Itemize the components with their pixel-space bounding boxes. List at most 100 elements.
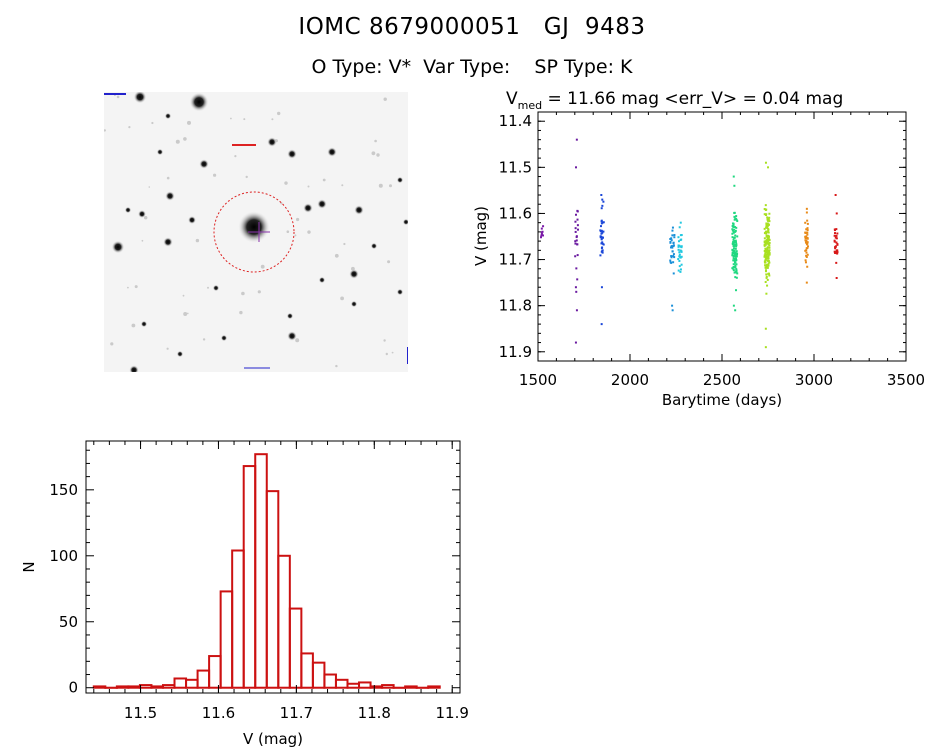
lc-point — [766, 246, 769, 249]
hist-bar-2 — [115, 685, 130, 689]
lc-point — [670, 237, 673, 240]
lc-point — [764, 230, 767, 233]
lc-point — [764, 253, 767, 256]
hist-xtick-label-4: 11.9 — [436, 704, 469, 722]
star-11 — [188, 216, 196, 224]
lc-point — [805, 243, 808, 246]
faint-star-30 — [343, 242, 346, 246]
lc-title: Vmed = 11.66 mag <err_V> = 0.04 mag — [506, 89, 843, 112]
star-26 — [176, 350, 184, 358]
lc-point — [733, 258, 736, 261]
star-14 — [163, 237, 173, 247]
sky-image-svg — [104, 92, 408, 372]
lc-point — [835, 237, 838, 240]
chart-title: IOMC 8679000051 GJ 9483 — [298, 14, 646, 40]
lc-point — [735, 271, 738, 274]
hist-bar-5 — [150, 685, 164, 689]
lc-point-outlier — [600, 194, 603, 196]
faint-star-37 — [307, 185, 310, 188]
faint-star-49 — [307, 230, 311, 234]
lc-point — [806, 222, 809, 225]
lc-point — [833, 234, 836, 237]
faint-star-28 — [257, 290, 261, 294]
lc-point — [677, 240, 680, 243]
lc-point — [806, 219, 809, 222]
lc-point — [765, 276, 768, 279]
lc-point — [734, 217, 737, 220]
lc-ytick-label-4: 11.8 — [499, 297, 532, 315]
faint-star-56 — [322, 178, 326, 182]
hist-ytick-label-0: 0 — [68, 679, 78, 697]
lc-point-outlier — [764, 346, 767, 349]
lc-ytick-label-1: 11.5 — [499, 158, 532, 176]
lc-point — [763, 244, 766, 247]
lc-point — [806, 236, 809, 239]
lc-point — [733, 271, 736, 274]
hist-bar-11 — [219, 590, 234, 689]
lc-point — [766, 278, 769, 281]
lc-point — [601, 231, 604, 234]
lc-point — [732, 245, 735, 248]
lc-point — [764, 270, 767, 273]
star-25 — [318, 276, 326, 284]
hist-ytick-label-2: 100 — [49, 547, 78, 565]
lc-point — [735, 289, 738, 292]
lc-point — [669, 259, 672, 262]
lc-point — [731, 232, 734, 235]
lc-point — [602, 230, 605, 233]
lc-point — [764, 256, 767, 259]
lc-point — [835, 228, 838, 231]
lc-point — [764, 259, 767, 262]
lc-point — [806, 245, 809, 248]
lc-point — [680, 263, 683, 266]
lc-point — [834, 236, 837, 239]
lc-point — [576, 254, 579, 257]
star-1 — [189, 92, 209, 112]
lc-point — [804, 261, 807, 264]
lc-point — [767, 242, 770, 245]
lc-point — [766, 263, 769, 266]
lc-point-outlier — [732, 175, 735, 178]
lc-point — [734, 240, 737, 243]
faint-star-36 — [340, 296, 344, 301]
lc-point — [734, 276, 737, 279]
lc-point — [767, 255, 770, 258]
target-circle — [213, 191, 295, 273]
lc-point — [601, 241, 604, 244]
lc-point — [733, 253, 736, 256]
lc-point-outlier — [767, 166, 770, 169]
lc-point-outlier — [835, 212, 838, 215]
lc-point — [805, 254, 808, 257]
lc-point — [733, 247, 736, 250]
faint-star-10 — [378, 183, 383, 188]
lc-point — [602, 221, 605, 224]
lc-xtick-label-4: 3500 — [887, 371, 925, 389]
hist-bar-0 — [92, 685, 107, 689]
lc-point — [671, 246, 674, 249]
chart-subtitle: O Type: V* Var Type: SP Type: K — [311, 56, 633, 78]
lc-point — [671, 250, 674, 253]
star-7 — [303, 203, 313, 213]
faint-star-13 — [134, 285, 138, 289]
lc-point — [766, 216, 769, 219]
faint-star-8 — [385, 352, 388, 356]
lc-point — [835, 261, 838, 264]
lc-point — [764, 240, 767, 243]
lc-point — [732, 263, 735, 266]
lc-point — [539, 236, 542, 239]
lc-point — [576, 228, 579, 231]
lc-point — [574, 242, 577, 245]
hist-axes: 11.5 11.6 11.7 11.8 11.9 0 50 100 150 — [49, 441, 469, 722]
lc-point — [736, 220, 739, 223]
star-31 — [164, 112, 172, 120]
faint-star-52 — [182, 294, 185, 297]
hist-bar-29 — [427, 685, 441, 689]
faint-star-20 — [389, 184, 392, 188]
lc-point — [602, 243, 605, 246]
lc-point — [678, 253, 681, 256]
hist-xlabel: V (mag) — [243, 730, 303, 747]
hist-bar-7 — [173, 677, 188, 689]
faint-star-51 — [104, 129, 106, 132]
faint-star-59 — [383, 97, 387, 101]
lc-point — [576, 218, 579, 221]
